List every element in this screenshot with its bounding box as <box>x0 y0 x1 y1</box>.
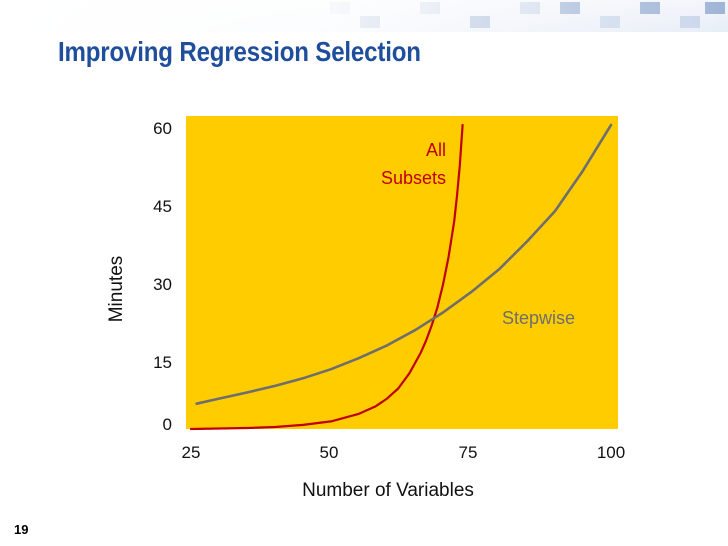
x-tick-label: 75 <box>459 443 478 462</box>
y-tick-label: 60 <box>153 119 172 138</box>
x-axis-ticks: 25 50 75 100 <box>182 443 626 462</box>
x-axis-label: Number of Variables <box>302 480 474 501</box>
plot-area <box>186 116 618 429</box>
y-axis-label: Minutes <box>106 256 127 323</box>
series-label: Subsets <box>381 168 446 188</box>
series-label: Stepwise <box>502 308 575 328</box>
header-banner <box>0 0 728 32</box>
y-tick-label: 0 <box>163 415 172 434</box>
page-number: 19 <box>14 522 29 537</box>
x-tick-label: 100 <box>597 443 625 462</box>
y-axis-ticks: 0 15 30 45 60 <box>153 119 172 434</box>
slide-title: Improving Regression Selection <box>58 36 421 67</box>
series-line-all-subsets <box>189 123 464 431</box>
y-tick-label: 45 <box>153 197 172 216</box>
series-layer <box>189 123 613 431</box>
x-tick-label: 25 <box>182 443 201 462</box>
series-line-stepwise <box>195 123 613 406</box>
y-tick-label: 15 <box>153 353 172 372</box>
series-label: All <box>426 140 446 160</box>
y-tick-label: 30 <box>153 275 172 294</box>
series-annotations: All Subsets Stepwise <box>381 140 575 328</box>
x-tick-label: 50 <box>320 443 339 462</box>
